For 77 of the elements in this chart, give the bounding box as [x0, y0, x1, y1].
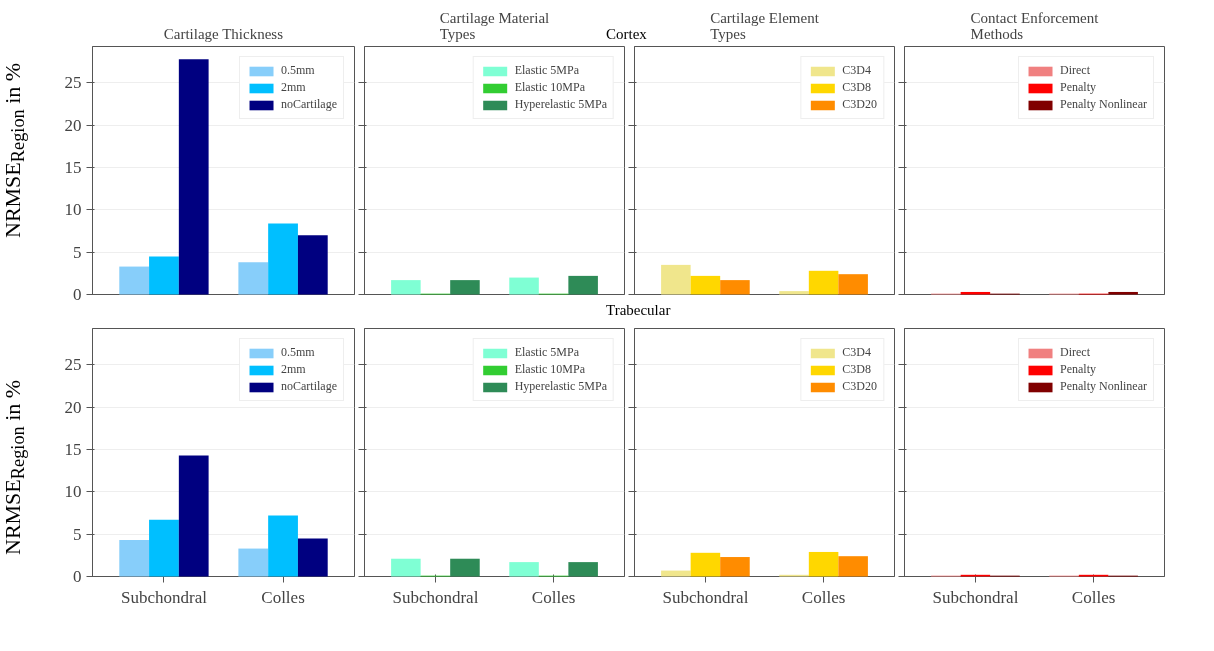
legend-label: Penalty — [1060, 80, 1097, 95]
bar — [297, 235, 328, 295]
bar — [178, 455, 209, 577]
bar — [661, 570, 691, 577]
bar — [690, 552, 721, 577]
y-tick-label: 25 — [64, 73, 82, 93]
legend-label: Elastic 5MPa — [514, 63, 580, 78]
legend-label: C3D8 — [842, 80, 871, 95]
chart-title: Cartilage Element Types — [710, 9, 820, 42]
x-tick-label: Subchondral — [392, 587, 479, 607]
y-tick-label: 15 — [64, 440, 82, 460]
y-tick-label: 5 — [73, 524, 82, 544]
chart-title: Cartilage Thickness — [163, 25, 284, 42]
bar — [509, 277, 539, 295]
x-tick-label: Colles — [1071, 587, 1116, 607]
bar — [568, 275, 598, 295]
legend-label: 0.5mm — [281, 345, 315, 360]
bar — [149, 519, 179, 577]
chart-title: Cartilage Material Types — [439, 9, 550, 42]
legend-label: C3D20 — [842, 97, 877, 112]
bar — [808, 551, 839, 577]
legend-label: Penalty Nonlinear — [1060, 379, 1147, 394]
bar — [238, 262, 269, 295]
y-tick-label: 0 — [73, 285, 82, 304]
legend-label: Hyperelastic 5MPa — [514, 97, 607, 112]
bar — [119, 266, 150, 295]
legend-label: 2mm — [281, 362, 306, 377]
legend-label: C3D20 — [842, 379, 877, 394]
chart-title: Contact Enforcement Methods — [970, 9, 1100, 42]
y-tick-label: 0 — [73, 567, 82, 586]
bar — [391, 280, 421, 295]
x-tick-label: Colles — [261, 587, 305, 607]
legend-label: Direct — [1060, 63, 1090, 78]
x-tick-label: Subchondral — [932, 587, 1019, 607]
legend-label: C3D4 — [842, 63, 871, 78]
bar — [268, 515, 298, 577]
legend-label: C3D8 — [842, 362, 871, 377]
y-tick-label: 15 — [64, 158, 82, 178]
y-tick-label: 25 — [64, 355, 82, 375]
legend-label: Elastic 5MPa — [514, 345, 580, 360]
bar — [808, 270, 839, 295]
legend-label: C3D4 — [842, 345, 871, 360]
legend-label: Elastic 10MPa — [514, 80, 586, 95]
bar — [450, 280, 480, 295]
bar — [149, 256, 179, 295]
bar — [268, 223, 298, 295]
x-tick-label: Colles — [531, 587, 576, 607]
x-tick-label: Colles — [801, 587, 846, 607]
text: Trabecular — [606, 302, 671, 319]
bar — [720, 557, 750, 577]
legend-label: noCartilage — [281, 97, 337, 112]
y-tick-label: 10 — [64, 482, 82, 502]
bar — [779, 291, 809, 295]
y-tick-label: 20 — [64, 397, 82, 417]
bar — [238, 548, 269, 577]
legend-label: 2mm — [281, 80, 306, 95]
bar — [838, 274, 868, 295]
bar — [720, 280, 750, 295]
legend-label: 0.5mm — [281, 63, 315, 78]
bar — [178, 59, 209, 295]
legend-label: Penalty Nonlinear — [1060, 97, 1147, 112]
bar — [690, 275, 721, 295]
y-tick-label: 20 — [64, 115, 82, 135]
y-tick-label: 10 — [64, 200, 82, 220]
x-tick-label: Subchondral — [120, 587, 208, 607]
legend-label: noCartilage — [281, 379, 337, 394]
legend-label: Direct — [1060, 345, 1090, 360]
y-tick-label: 5 — [73, 242, 82, 262]
text: Cortex — [606, 26, 647, 43]
legend-label: Hyperelastic 5MPa — [514, 379, 607, 394]
legend-label: Penalty — [1060, 362, 1097, 377]
x-tick-label: Subchondral — [662, 587, 749, 607]
bar — [838, 556, 868, 577]
bar — [119, 540, 150, 577]
legend-label: Elastic 10MPa — [514, 362, 586, 377]
bar — [297, 538, 328, 577]
bar — [661, 264, 691, 295]
